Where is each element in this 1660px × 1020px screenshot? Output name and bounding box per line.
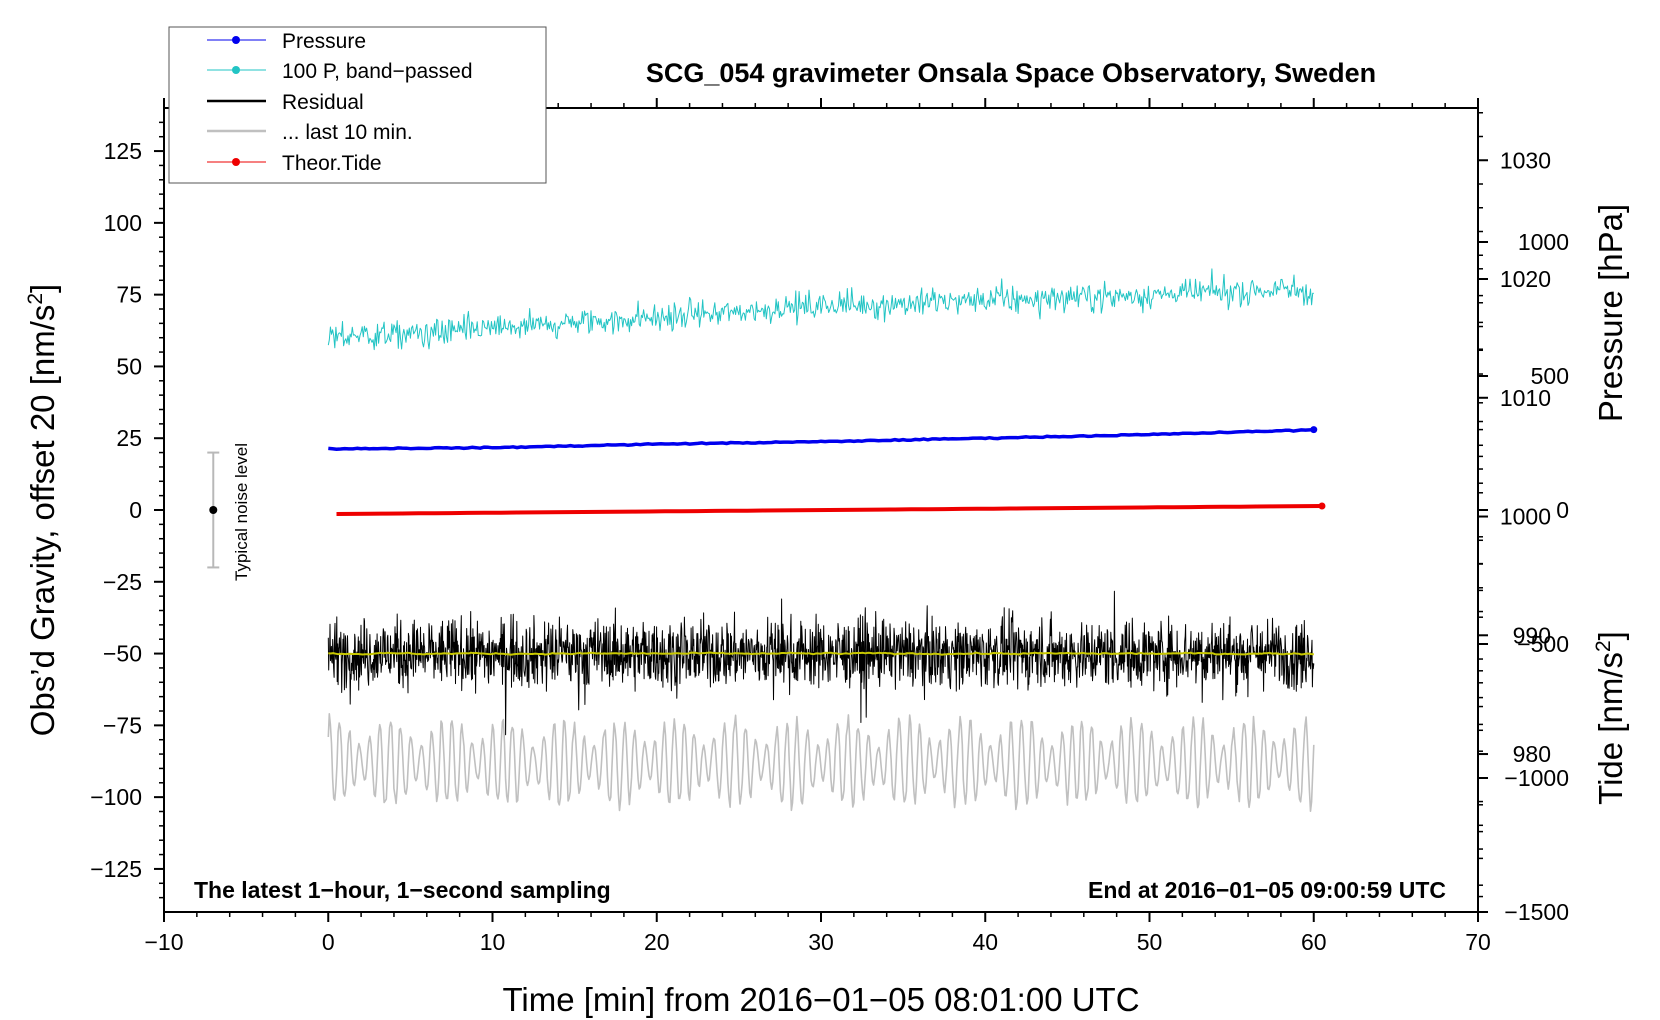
- y-left-tick-label: 100: [104, 210, 142, 236]
- legend-entry-theor-tide: Theor.Tide: [207, 152, 382, 175]
- x-axis: −10 0 10 20 30 40 50 60 70: [144, 98, 1491, 955]
- y-pressure-tick-label: 990: [1513, 622, 1551, 648]
- annotation-bottom-left: The latest 1−hour, 1−second sampling: [194, 877, 611, 903]
- series-end-marker-theor-tide: [1318, 502, 1326, 510]
- x-tick-label: 10: [480, 929, 506, 955]
- legend: Pressure 100 P, band−passed Residual ...…: [168, 26, 547, 184]
- y-axis-pressure-title: Pressure [hPa]: [1592, 204, 1629, 422]
- legend-entry-residual: Residual: [207, 91, 364, 114]
- y-left-tick-label: −100: [90, 784, 142, 810]
- legend-marker-band-passed: [232, 66, 240, 74]
- series-line-theor-tide: [336, 504, 1323, 516]
- y-tide-tick-label: −500: [1517, 631, 1569, 657]
- legend-label-band-passed: 100 P, band−passed: [282, 60, 473, 83]
- series-line-100-p-band-passed: [327, 268, 1314, 351]
- noise-bar: [207, 451, 220, 569]
- annotation-bottom-right: End at 2016−01−05 09:00:59 UTC: [1088, 877, 1446, 903]
- legend-entry-pressure: Pressure: [207, 30, 366, 53]
- x-axis-title: Time [min] from 2016−01−05 08:01:00 UTC: [502, 981, 1139, 1018]
- legend-label-residual: Residual: [282, 91, 364, 114]
- series-line-residual: [327, 590, 1315, 736]
- legend-entry-last-10-min: ... last 10 min.: [207, 121, 413, 144]
- series-line-pressure: [328, 427, 1314, 451]
- y-left-tick-label: 25: [116, 425, 142, 451]
- y-left-tick-label: 0: [129, 497, 142, 523]
- x-tick-label: 70: [1465, 929, 1491, 955]
- y-tide-tick-label: 500: [1531, 363, 1569, 389]
- y-tide-tick-label: 0: [1556, 497, 1569, 523]
- x-tick-label: 0: [322, 929, 335, 955]
- chart-title: SCG_054 gravimeter Onsala Space Observat…: [646, 58, 1376, 88]
- y-tide-tick-label: −1500: [1504, 899, 1569, 925]
- legend-marker-theor-tide: [232, 158, 240, 166]
- y-left-tick-label: 50: [116, 353, 142, 379]
- y-axis-left-title-sup: 2: [24, 293, 47, 305]
- x-tick-label: 40: [972, 929, 998, 955]
- y-pressure-tick-label: 1030: [1500, 147, 1551, 173]
- x-tick-label: 50: [1137, 929, 1163, 955]
- y-left-tick-label: −50: [103, 641, 142, 667]
- series-end-marker-pressure: [1310, 426, 1318, 434]
- y-left-tick-label: −75: [103, 712, 142, 738]
- y-tide-tick-label: 1000: [1518, 229, 1569, 255]
- x-tick-label: 60: [1301, 929, 1327, 955]
- legend-label-pressure: Pressure: [282, 30, 366, 53]
- x-tick-label: 20: [644, 929, 670, 955]
- y-left-tick-label: −25: [103, 569, 142, 595]
- y-pressure-tick-label: 1000: [1500, 504, 1551, 530]
- y-pressure-tick-label: 1010: [1500, 385, 1551, 411]
- y-left-tick-label: 125: [104, 138, 142, 164]
- y-axis-tide-title-sup: 2: [1592, 640, 1615, 652]
- y-tide-tick-label: −1000: [1504, 765, 1569, 791]
- noise-bar-point: [209, 506, 218, 514]
- series-line-residual-smoothed: [328, 651, 1314, 656]
- y-axis-tide: 1000 500 0 −500 −1000 −1500: [1478, 229, 1569, 925]
- legend-label-last-10-min: ... last 10 min.: [282, 121, 413, 144]
- noise-level-label: Typical noise level: [232, 443, 251, 581]
- y-axis-left: 125 100 75 50 25 0 −25 −50 −75 −100 −125: [90, 121, 164, 899]
- y-axis-left-title: Obs’d Gravity, offset 20 [nm/s2]: [24, 284, 61, 736]
- legend-box: [168, 26, 547, 184]
- legend-label-theor-tide: Theor.Tide: [282, 152, 382, 175]
- y-left-tick-label: 75: [116, 282, 142, 308]
- series-layer: [327, 268, 1326, 812]
- y-pressure-tick-label: 980: [1513, 741, 1551, 767]
- y-axis-tide-title: Tide [nm/s2]: [1592, 631, 1629, 805]
- y-axis-pressure: 1030 1020 1010 1000 990 980: [1478, 112, 1551, 898]
- y-pressure-tick-label: 1020: [1500, 266, 1551, 292]
- series-line-last-10-min: [327, 713, 1315, 812]
- legend-entry-band-passed: 100 P, band−passed: [207, 60, 473, 83]
- legend-marker-pressure: [232, 36, 240, 44]
- x-tick-label: −10: [144, 929, 183, 955]
- x-tick-label: 30: [808, 929, 834, 955]
- y-left-tick-label: −125: [90, 856, 142, 882]
